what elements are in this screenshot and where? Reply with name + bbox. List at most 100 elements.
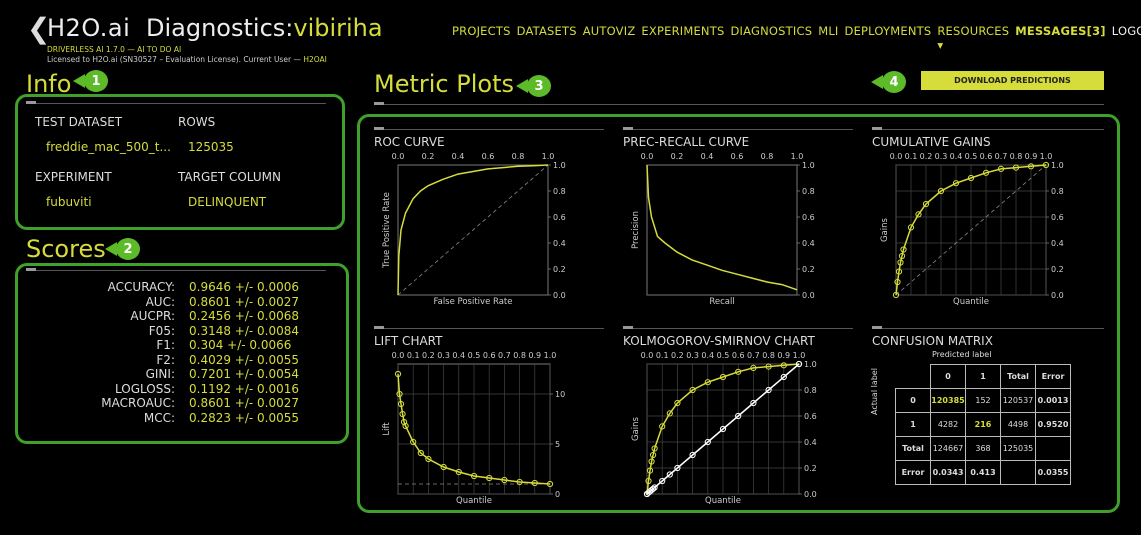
brand-logo: H2O.ai: [47, 14, 131, 42]
score-key: AUCPR:: [130, 309, 175, 323]
score-value: 0.2456 +/- 0.0068: [189, 309, 300, 323]
score-row: LOGLOSS: 0.1192 +/- 0.0016: [20, 382, 330, 397]
cm-cell: Error: [895, 460, 931, 485]
data-point: [402, 422, 409, 430]
scores-panel: [15, 263, 349, 444]
x-tick-label: 0.8: [1010, 152, 1023, 161]
nav-autoviz[interactable]: AUTOVIZ: [582, 24, 636, 38]
badge-4: 4: [871, 71, 906, 93]
x-tick-label: 0.3: [935, 152, 948, 161]
data-point: [907, 224, 915, 231]
metric-divider: [374, 102, 1104, 105]
data-point: [915, 211, 922, 218]
data-point: [659, 477, 666, 485]
scores-heading: Scores: [26, 235, 106, 263]
cm-cell: 0.9520: [1035, 412, 1071, 437]
nav-projects[interactable]: PROJECTS: [452, 24, 511, 38]
download-predictions-button[interactable]: DOWNLOAD PREDICTIONS: [921, 71, 1104, 90]
plot-area: [646, 164, 798, 296]
y-tick-label: 5: [555, 440, 560, 449]
data-point: [735, 368, 742, 375]
x-tick-label: 0.6: [980, 152, 993, 161]
y-tick-label: 0.2: [553, 265, 566, 274]
ks-title: KOLMOGOROV-SMIRNOV CHART: [623, 334, 815, 348]
license-text: Licensed to H2O.ai (SN30527 – Evaluation…: [47, 55, 301, 64]
nav-datasets[interactable]: DATASETS: [516, 24, 577, 38]
x-tick-label: 0.3: [686, 351, 699, 360]
y-tick-label: 0.8: [553, 187, 566, 196]
data-point: [659, 423, 666, 430]
data-point: [651, 445, 658, 452]
y-tick-label: 0: [555, 490, 560, 499]
experiment-label: EXPERIMENT: [35, 170, 112, 184]
baseline-diagonal: [397, 164, 549, 296]
gains-divider: [872, 127, 1104, 130]
license-line: Licensed to H2O.ai (SN30527 – Evaluation…: [47, 55, 327, 64]
cm-cell: 0.413: [965, 460, 1001, 485]
cm-cell: 125035: [1000, 436, 1036, 461]
nav-mli[interactable]: MLI: [818, 24, 839, 38]
back-icon[interactable]: ❮: [27, 12, 51, 45]
data-point: [440, 463, 447, 471]
x-tick-label: 0.5: [965, 152, 978, 161]
y-tick-label: 0.8: [802, 187, 815, 196]
data-point: [780, 362, 787, 369]
data-point: [470, 472, 478, 480]
nav-diagnostics[interactable]: DIAGNOSTICS: [730, 24, 813, 38]
x-axis-label: False Positive Rate: [434, 297, 513, 307]
data-point: [895, 268, 903, 275]
data-point: [689, 386, 696, 394]
nav-logout[interactable]: LOGOUT: [1111, 24, 1141, 38]
x-tick-label: 0.0: [641, 351, 654, 360]
data-point: [750, 364, 757, 371]
x-tick-label: 0.0: [641, 152, 654, 161]
score-row: F1: 0.304 +/- 0.0066: [20, 338, 330, 353]
experiment-link[interactable]: fubuviti: [46, 195, 92, 209]
rows-label: ROWS: [178, 115, 216, 129]
metric-plots-heading: Metric Plots: [374, 70, 514, 98]
badge-2: 2: [105, 238, 140, 260]
data-point: [689, 451, 696, 459]
cm-cell: 0.0343: [930, 460, 966, 485]
score-value: 0.2823 +/- 0.0055: [189, 410, 300, 425]
x-tick-label: 0.1: [407, 351, 420, 360]
scores-divider: [26, 268, 326, 271]
data-point: [645, 477, 652, 485]
score-key: GINI:: [145, 367, 175, 381]
data-point: [646, 467, 654, 474]
x-tick-label: 1.0: [542, 152, 555, 161]
nav-resources[interactable]: RESOURCES ▾: [937, 24, 1010, 52]
series-line: [646, 164, 798, 291]
roc-divider: [374, 127, 604, 130]
data-point: [666, 410, 673, 417]
test-dataset-link[interactable]: freddie_mac_500_t...: [46, 140, 171, 154]
data-point: [765, 363, 772, 370]
score-row: AUC: 0.8601 +/- 0.0027: [20, 295, 330, 310]
x-tick-label: 0.6: [732, 351, 745, 360]
nav-deployments[interactable]: DEPLOYMENTS: [844, 24, 932, 38]
data-point: [455, 468, 462, 476]
x-tick-label: 0.4: [452, 152, 465, 161]
y-tick-label: 0.8: [804, 386, 817, 395]
y-tick-label: 10: [555, 390, 565, 399]
cm-cell: [1035, 436, 1071, 461]
cm-cell: [1000, 460, 1036, 485]
score-row: F2: 0.4029 +/- 0.0055: [20, 353, 330, 368]
y-tick-label: 0.4: [802, 239, 815, 248]
data-point: [425, 455, 432, 463]
series-line: [397, 373, 551, 485]
test-dataset-label: TEST DATASET: [35, 115, 123, 129]
nav-experiments[interactable]: EXPERIMENTS: [641, 24, 725, 38]
score-key: ACCURACY:: [107, 280, 175, 294]
x-axis-label: Recall: [709, 297, 734, 307]
x-tick-label: 0.9: [1025, 152, 1038, 161]
y-tick-label: 0.0: [804, 490, 817, 499]
x-axis-label: Quantile: [705, 496, 741, 506]
x-tick-label: 0.2: [422, 152, 435, 161]
nav-messages[interactable]: MESSAGES[3]: [1015, 24, 1106, 38]
data-point: [410, 438, 417, 446]
x-tick-label: 0.8: [762, 351, 775, 360]
baseline-diagonal: [895, 164, 1047, 296]
x-tick-label: 0.8: [513, 351, 526, 360]
data-point: [719, 425, 727, 433]
